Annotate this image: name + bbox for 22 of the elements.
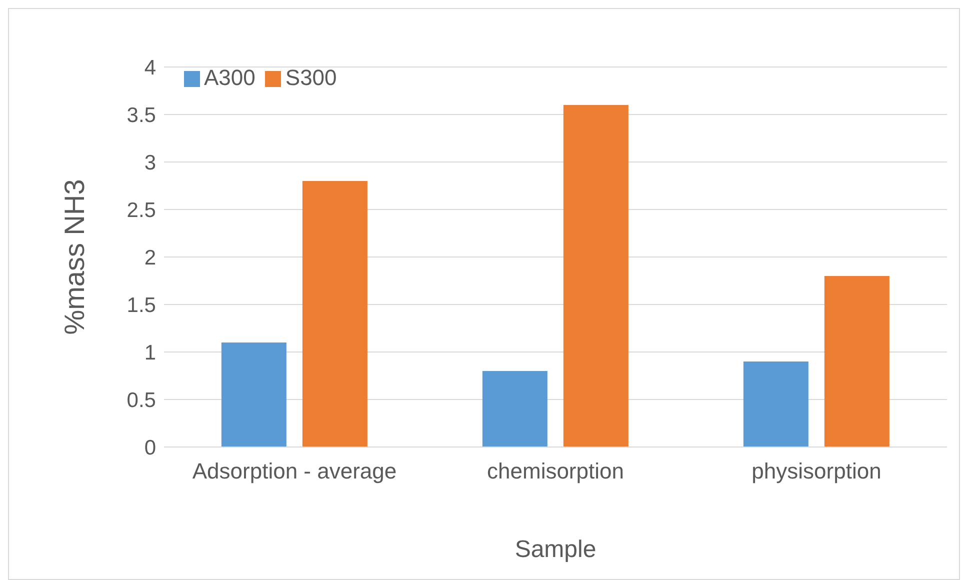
- y-tick-label: 3.5: [126, 104, 156, 127]
- legend-label: S300: [285, 65, 337, 90]
- bar: [824, 276, 890, 447]
- y-axis-title: %mass NH3: [58, 179, 90, 335]
- y-tick-label: 1.5: [126, 294, 156, 317]
- x-tick-label: physisorption: [752, 458, 882, 484]
- bar: [563, 105, 628, 447]
- legend-label: A300: [204, 65, 256, 90]
- x-axis-title: Sample: [514, 536, 596, 563]
- bar: [221, 342, 286, 447]
- y-tick-label: 0.5: [126, 388, 156, 412]
- bar: [743, 362, 808, 447]
- bar: [302, 181, 368, 447]
- y-tick-label: 0: [144, 436, 156, 460]
- y-tick-label: 2.5: [126, 198, 156, 222]
- x-tick-label: chemisorption: [487, 458, 624, 484]
- bar: [482, 371, 548, 447]
- x-tick-label: Adsorption - average: [192, 458, 397, 484]
- y-tick-label: 1: [144, 341, 156, 364]
- y-tick-label: 2: [144, 246, 156, 270]
- y-tick-label: 3: [144, 151, 156, 174]
- y-tick-label: 4: [144, 56, 156, 80]
